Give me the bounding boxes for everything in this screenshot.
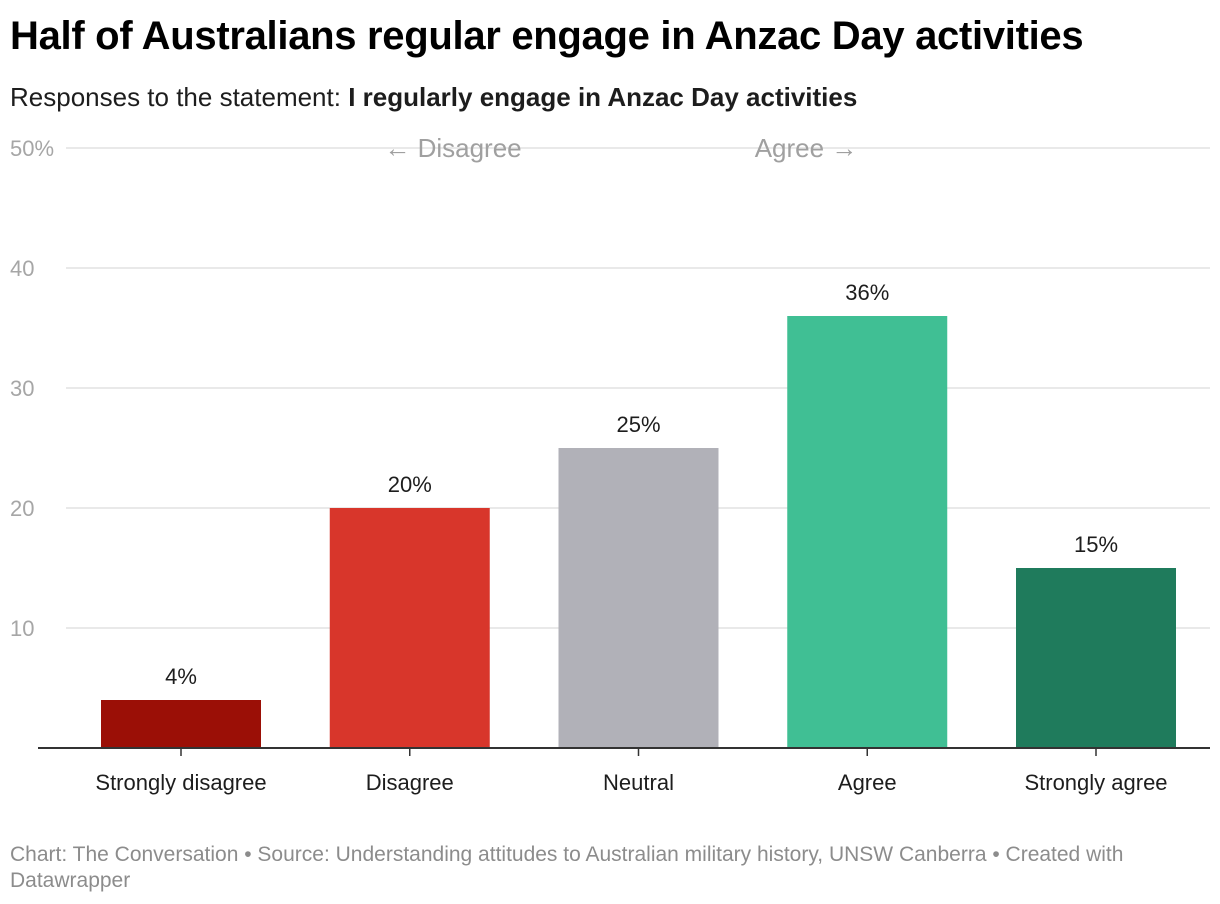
bar: [558, 448, 719, 748]
y-tick-label: 50%: [10, 136, 54, 161]
data-label: 36%: [845, 280, 889, 305]
annotation-disagree: ← Disagree: [384, 133, 521, 163]
y-tick-label: 40: [10, 256, 34, 281]
chart-title: Half of Australians regular engage in An…: [10, 14, 1084, 58]
chart-footer: Chart: The Conversation • Source: Unders…: [10, 843, 1124, 892]
x-tick-label: Strongly disagree: [95, 770, 266, 795]
bar: [329, 508, 490, 748]
bar: [101, 700, 261, 748]
subtitle-prefix: Responses to the statement:: [10, 82, 349, 112]
data-label: 4%: [165, 664, 197, 689]
data-label: 25%: [616, 412, 660, 437]
subtitle-statement: I regularly engage in Anzac Day activiti…: [348, 82, 858, 112]
y-tick-label: 20: [10, 496, 34, 521]
annotation-agree: Agree →: [755, 133, 858, 163]
y-tick-label: 30: [10, 376, 34, 401]
y-tick-label: 10: [10, 616, 34, 641]
x-tick-label: Agree: [838, 770, 897, 795]
data-label: 15%: [1074, 532, 1118, 557]
bar: [1016, 568, 1176, 748]
data-label: 20%: [388, 472, 432, 497]
x-tick-label: Neutral: [603, 770, 674, 795]
chart-subtitle: Responses to the statement: I regularly …: [10, 80, 857, 114]
x-tick-label: Disagree: [366, 770, 454, 795]
x-tick-label: Strongly agree: [1024, 770, 1167, 795]
bar: [787, 316, 948, 748]
